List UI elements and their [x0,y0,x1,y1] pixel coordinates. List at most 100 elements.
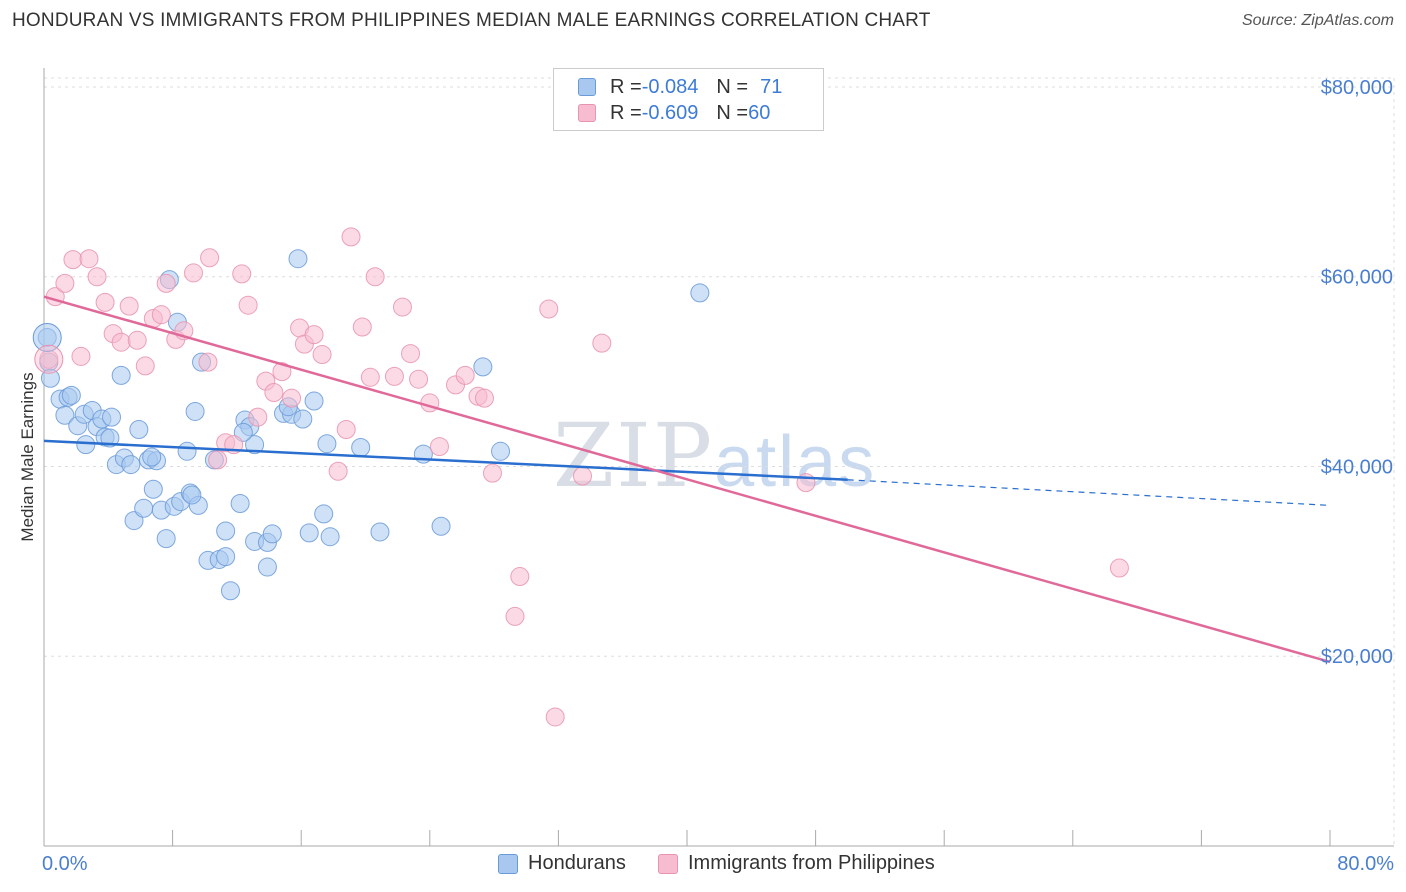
legend-row-hondurans: R = -0.084 N = 71 [578,75,782,99]
honduran-point [216,547,236,567]
honduran-point [182,485,202,505]
correlation-legend: R = -0.084 N = 71 R = -0.609 N = 60 [553,68,824,131]
philippines-point [111,332,131,352]
label-layer: $20,000 $40,000 $60,000 $80,000 0.0% 80.0% Med… [18,77,1394,875]
philippines-point [304,325,324,345]
y-tick-label: $80,000 [1321,77,1393,99]
honduran-trend-line [43,439,848,482]
philippines-point [238,295,258,315]
legend-n-label: N = [716,75,749,98]
philippines-point [127,330,147,350]
legend-r-label: R = [610,101,642,124]
philippines-point [505,606,525,626]
honduran-point [55,405,75,425]
philippines-point [336,419,356,439]
honduran-point [111,365,131,385]
philippines-point [360,367,380,387]
y-tick-label: $40,000 [1321,456,1393,478]
legend-n-value: 71 [760,75,783,98]
source-label: Source: ZipAtlas.com [1241,12,1394,29]
philippines-point [592,333,612,353]
philippines-point [539,299,559,319]
honduran-point [100,428,120,448]
philippines-point [328,461,348,481]
honduran-point [431,516,451,536]
honduran-point [156,529,176,549]
philippines-point [545,707,565,727]
philippines-point [248,407,268,427]
honduran-point [177,441,197,461]
legend-swatch-blue [578,78,596,96]
philippines-point [264,382,284,402]
watermark-atlas: atlas [714,422,877,502]
honduran-point [473,357,493,377]
legend-swatch-philippines [658,853,678,874]
honduran-point [32,322,62,352]
legend-label-philippines: Immigrants from Philippines [688,852,935,874]
honduran-point [40,368,60,388]
honduran-point [351,438,371,458]
philippines-point [151,305,171,325]
honduran-point [320,527,340,547]
honduran-point [304,391,324,411]
philippines-point [34,344,64,374]
honduran-point [121,455,141,475]
philippines-point [63,250,83,270]
honduran-point [230,493,250,513]
honduran-point [216,521,236,541]
philippines-point [208,450,228,470]
philippines-point [312,345,332,365]
philippines-point [429,437,449,457]
philippines-trend-line [43,295,1331,664]
philippines-point [71,346,91,366]
legend-item-philippines[interactable]: Immigrants from Philippines [658,852,935,875]
philippines-point [156,273,176,293]
philippines-point [392,297,412,317]
philippines-point [409,369,429,389]
philippines-point [573,466,593,486]
legend-r-value: -0.084 [641,75,699,98]
philippines-point [474,388,494,408]
axis-layer [43,68,1394,847]
honduran-point [314,504,334,524]
legend-r-label: R = [610,75,642,98]
philippines-point [79,249,99,269]
honduran-point [299,523,319,543]
honduran-point [288,249,308,269]
philippines-point [352,317,372,337]
x-tick-label: 80.0% [1337,853,1394,875]
honduran-point [293,409,313,429]
watermark-zip: ZIP [553,404,715,507]
honduran-point [185,401,205,421]
philippines-point [401,344,421,364]
philippines-point [365,267,385,287]
honduran-point [690,283,710,303]
honduran-trend-extension [847,479,1331,506]
philippines-point [55,273,75,293]
honduran-point [142,447,162,467]
legend-item-hondurans[interactable]: Hondurans [498,852,626,875]
legend-n-value: 60 [748,101,771,124]
honduran-point [129,419,149,439]
philippines-point [510,567,530,587]
philippines-point [119,296,139,316]
philippines-point [384,366,404,386]
philippines-point [341,227,361,247]
philippines-point [482,463,502,483]
honduran-point [102,407,122,427]
y-tick-label: $20,000 [1321,646,1393,668]
philippines-point [282,388,302,408]
y-tick-label: $60,000 [1321,267,1393,289]
honduran-point [143,479,163,499]
philippines-point [183,263,203,283]
grid-layer [44,77,1395,846]
series-legend: Hondurans Immigrants from Philippines [0,852,1406,878]
points-layer [32,227,1129,727]
philippines-point [232,264,252,284]
honduran-point [262,524,282,544]
legend-row-philippines: R = -0.609 N = 60 [578,101,770,125]
legend-r-value: -0.609 [641,101,699,124]
philippines-point [135,356,155,376]
chart-title: HONDURAN VS IMMIGRANTS FROM PHILIPPINES … [12,10,931,31]
